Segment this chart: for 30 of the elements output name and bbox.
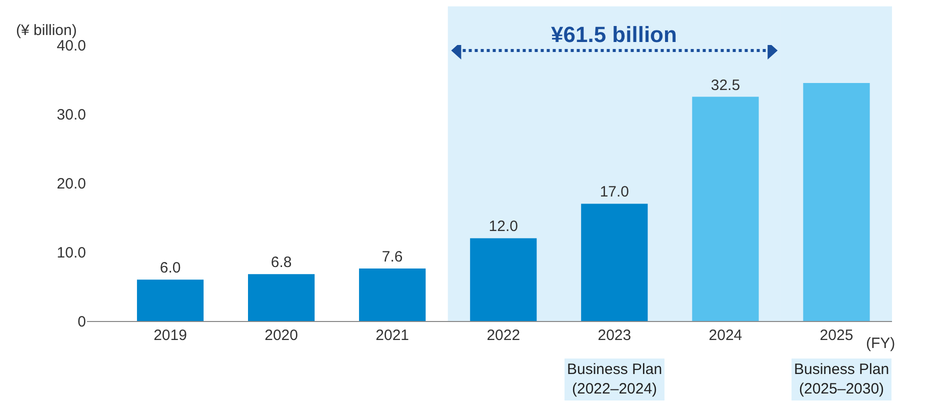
data-label: 7.6 bbox=[382, 248, 403, 266]
band-label: Business Plan (2022–2024) bbox=[567, 361, 662, 398]
data-label: 6.8 bbox=[270, 254, 292, 272]
y-tick-label: 40.0 bbox=[56, 37, 86, 54]
bar bbox=[581, 204, 648, 321]
bar bbox=[248, 274, 315, 321]
x-tick-label: 2022 bbox=[486, 327, 520, 344]
y-tick-label: 20.0 bbox=[56, 175, 86, 192]
x-tick-label: 2020 bbox=[264, 327, 298, 344]
x-tick-label: 2023 bbox=[598, 327, 632, 344]
y-tick-label: 0 bbox=[78, 313, 86, 330]
band-label: Business Plan (2025–2030) bbox=[794, 361, 890, 398]
bar bbox=[359, 268, 426, 321]
annotation: ¥61.5 billion bbox=[551, 22, 677, 47]
data-label: 32.5 bbox=[710, 76, 740, 94]
y-tick-label: 10.0 bbox=[56, 244, 86, 262]
x-tick-label: 2024 bbox=[708, 327, 742, 344]
bar bbox=[803, 82, 870, 321]
x-tick-label: 2019 bbox=[154, 327, 187, 344]
bar bbox=[692, 96, 759, 321]
bar bbox=[470, 238, 537, 321]
y-tick-label: 30.0 bbox=[56, 106, 86, 124]
text: (FY) bbox=[866, 335, 896, 352]
x-tick-label: 2021 bbox=[376, 327, 410, 344]
x-tick-label: 2025 bbox=[820, 327, 854, 344]
data-label: 17.0 bbox=[600, 184, 630, 201]
y-axis-title: (¥ billion) bbox=[16, 22, 77, 39]
bar bbox=[136, 280, 204, 321]
data-label: 6.0 bbox=[160, 260, 181, 277]
data-label: 12.0 bbox=[488, 218, 518, 236]
